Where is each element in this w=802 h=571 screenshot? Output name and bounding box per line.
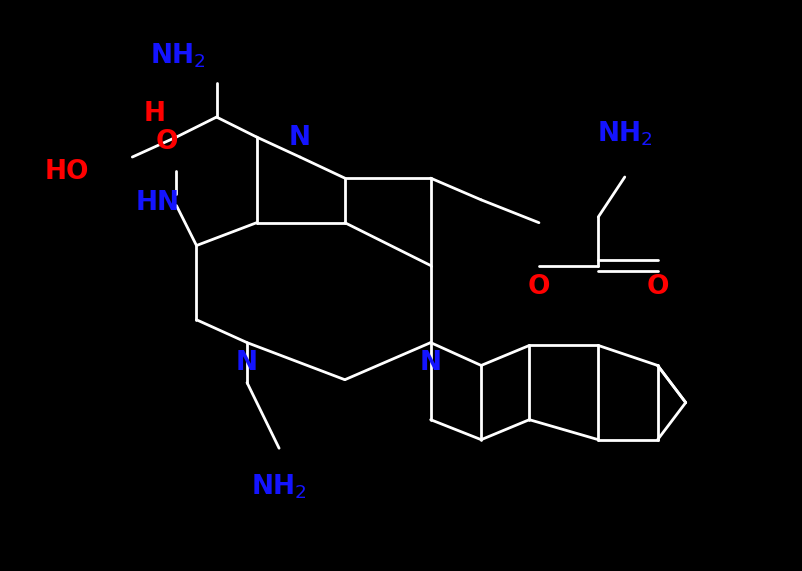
Text: NH$_2$: NH$_2$ (150, 42, 206, 70)
Text: NH$_2$: NH$_2$ (597, 120, 653, 148)
Text: N: N (419, 349, 442, 376)
Text: N: N (236, 349, 258, 376)
Text: H: H (144, 101, 166, 127)
Text: HO: HO (44, 159, 89, 186)
Text: O: O (528, 274, 550, 300)
Text: NH$_2$: NH$_2$ (251, 472, 307, 501)
Text: O: O (646, 274, 669, 300)
Text: HN: HN (136, 190, 180, 216)
Text: O: O (156, 128, 178, 155)
Text: N: N (289, 125, 311, 151)
